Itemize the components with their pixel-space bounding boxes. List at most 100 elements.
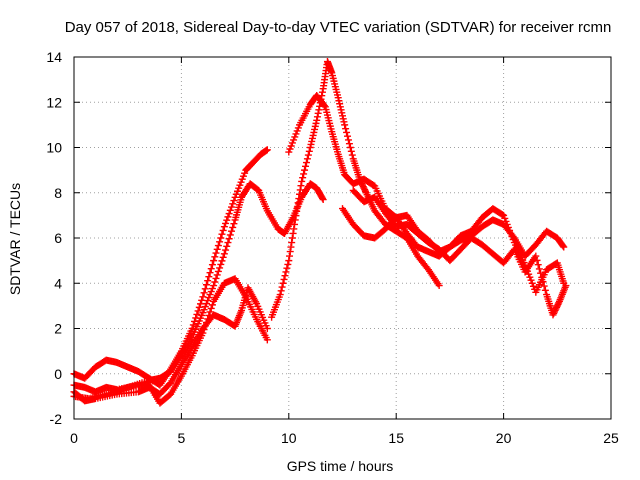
data-point — [195, 303, 203, 311]
data-point — [222, 219, 230, 227]
x-tick-label: 15 — [388, 430, 404, 446]
y-axis-label: SDTVAR / TECUs — [7, 183, 23, 295]
data-point — [435, 282, 443, 290]
data-point — [230, 197, 238, 205]
data-point — [199, 293, 207, 301]
data-point — [218, 230, 226, 238]
data-point — [344, 132, 352, 140]
data-point — [263, 146, 271, 154]
data-point — [263, 336, 271, 344]
data-point — [313, 116, 321, 124]
data-point — [229, 200, 237, 208]
data-point — [189, 321, 197, 329]
data-point — [205, 273, 213, 281]
data-point — [295, 195, 303, 203]
data-point — [320, 102, 328, 110]
data-point — [560, 243, 568, 251]
data-point — [291, 220, 299, 228]
y-tick-label: 12 — [46, 94, 62, 110]
x-axis-ticks: 0 5 10 15 20 25 — [70, 57, 619, 446]
data-point — [211, 278, 219, 286]
data-point — [223, 216, 231, 224]
data-point — [198, 296, 206, 304]
data-point — [206, 308, 214, 316]
data-point — [555, 299, 563, 307]
data-point — [539, 278, 547, 286]
data-point — [214, 242, 222, 250]
data-point — [301, 166, 309, 174]
data-point — [286, 252, 294, 260]
data-point — [289, 229, 297, 237]
x-tick-label: 5 — [178, 430, 186, 446]
data-point — [361, 187, 369, 195]
data-point — [211, 253, 219, 261]
y-axis-ticks: -2 0 2 4 6 8 10 12 14 — [46, 49, 611, 427]
data-point — [282, 268, 290, 276]
data-point — [303, 155, 311, 163]
data-point — [263, 325, 271, 332]
data-point — [277, 287, 285, 295]
data-point — [225, 210, 233, 218]
data-point — [279, 279, 287, 287]
data-point — [291, 216, 299, 224]
data-point — [347, 147, 355, 155]
data-point — [344, 136, 352, 144]
y-tick-label: 8 — [54, 185, 62, 201]
data-point — [223, 242, 231, 250]
data-point — [226, 231, 234, 239]
data-point — [304, 151, 312, 159]
data-point — [188, 325, 196, 332]
data-point — [293, 207, 301, 215]
data-point — [345, 140, 353, 148]
data-point — [219, 226, 227, 234]
data-point — [537, 269, 545, 277]
data-point — [318, 194, 326, 202]
y-tick-label: 0 — [54, 366, 62, 382]
y-tick-label: 14 — [46, 49, 62, 65]
data-point — [341, 121, 349, 129]
data-point — [538, 273, 546, 281]
data-point — [217, 260, 225, 268]
data-point — [217, 234, 225, 242]
data-point — [562, 282, 570, 290]
data-point — [319, 196, 327, 204]
data-point — [305, 147, 313, 155]
series-trace-h — [349, 186, 570, 319]
data-point — [535, 265, 543, 273]
data-point — [298, 177, 306, 185]
data-point — [541, 286, 549, 294]
y-tick-label: 2 — [54, 321, 62, 337]
data-point — [343, 128, 351, 136]
y-tick-label: 6 — [54, 230, 62, 246]
data-point — [208, 261, 216, 269]
data-point — [212, 274, 220, 282]
data-point — [193, 310, 201, 318]
x-tick-label: 0 — [70, 430, 78, 446]
data-point — [213, 271, 221, 279]
data-point — [212, 249, 220, 257]
y-tick-label: 4 — [54, 275, 62, 291]
data-point — [287, 243, 295, 251]
data-point — [540, 282, 548, 290]
data-point — [228, 203, 236, 211]
data-point — [498, 211, 506, 219]
data-point — [299, 174, 307, 182]
data-point — [278, 283, 286, 291]
data-point — [284, 260, 292, 268]
data-point — [302, 159, 310, 167]
data-point — [313, 113, 321, 121]
grid-lines — [74, 57, 611, 419]
data-point — [297, 182, 305, 190]
data-point — [229, 223, 237, 231]
data-point — [220, 250, 228, 258]
data-point — [210, 257, 218, 265]
x-tick-label: 25 — [603, 430, 619, 446]
data-point — [348, 151, 356, 159]
y-tick-label: -2 — [50, 411, 63, 427]
data-point — [532, 252, 540, 260]
data-point — [288, 239, 296, 247]
data-point — [216, 264, 224, 272]
data-point — [207, 304, 215, 312]
data-point — [294, 199, 302, 207]
